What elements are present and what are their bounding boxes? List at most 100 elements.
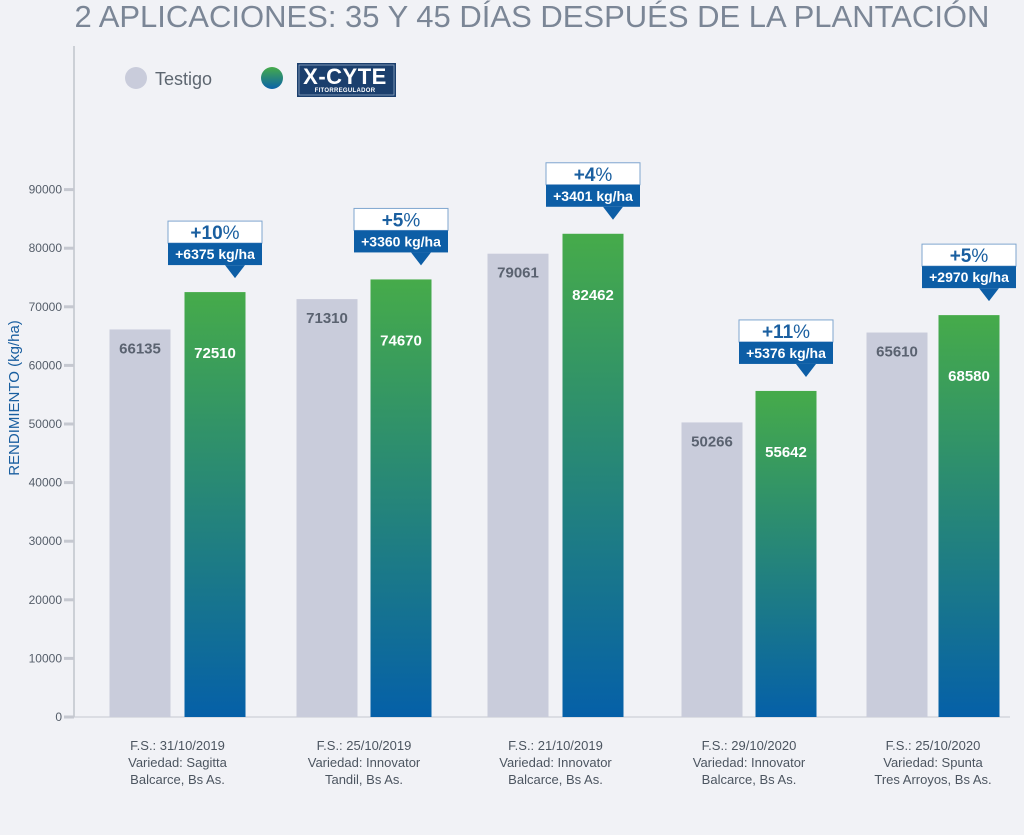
bars: 66135 72510 71310 74670 79061 82462 50266 55642… <box>109 233 1000 717</box>
y-tick-label: 80000 <box>29 241 63 255</box>
category-label-line: Balcarce, Bs As. <box>508 772 603 787</box>
callout-gain-box <box>168 243 262 266</box>
callout-percent-symbol: % <box>971 246 988 267</box>
category-labels: F.S.: 31/10/2019 Variedad: Sagitta Balcarc… <box>128 738 992 787</box>
chart-title: 2 APLICACIONES: 35 Y 45 DÍAS DESPUÉS DE … <box>75 0 990 34</box>
bar-testigo <box>296 299 358 717</box>
y-tick-mark <box>64 246 74 250</box>
callout-gain: +2970 kg/ha <box>929 269 1009 285</box>
callout-percent-value: +4 <box>574 165 596 186</box>
callout-percent: +5% <box>382 210 421 231</box>
category-label-line: Variedad: Spunta <box>883 755 983 770</box>
callout-percent: +5% <box>950 246 989 267</box>
y-tick-mark <box>64 305 74 309</box>
legend-swatch-xcyte <box>261 67 283 89</box>
y-tick-label: 20000 <box>29 593 63 607</box>
callout-gain-box <box>354 230 448 253</box>
category-label-line: Tres Arroyos, Bs As. <box>874 772 991 787</box>
value-label-xcyte: 72510 <box>194 345 236 362</box>
gain-callout: +5% +3360 kg/ha <box>353 207 449 266</box>
xcyte-logo: X-CYTE FITORREGULADOR <box>297 63 396 97</box>
callout-pointer <box>411 252 431 266</box>
bar-testigo <box>866 332 928 717</box>
value-label-testigo: 79061 <box>497 265 539 282</box>
gain-callout: +5% +2970 kg/ha <box>921 243 1017 302</box>
callout-percent-value: +11 <box>762 322 794 343</box>
y-tick-mark <box>64 422 74 426</box>
y-tick-mark <box>64 598 74 602</box>
y-tick-mark <box>64 481 74 485</box>
xcyte-logo-text: X-CYTE <box>303 64 387 89</box>
callout-percent: +10% <box>190 223 239 244</box>
value-label-testigo: 66135 <box>119 340 161 357</box>
y-axis: 0 10000 20000 30000 40000 50000 60000 70000 8000… <box>29 183 74 724</box>
gain-callout: +10% +6375 kg/ha <box>167 220 263 279</box>
category-label-line: Variedad: Sagitta <box>128 755 228 770</box>
bar-testigo <box>681 422 743 717</box>
callout-pointer <box>979 288 999 302</box>
category-label-line: F.S.: 25/10/2020 <box>886 738 981 753</box>
y-tick-mark <box>64 363 74 367</box>
category-label-line: F.S.: 25/10/2019 <box>317 738 412 753</box>
y-tick-label: 30000 <box>29 534 63 548</box>
legend-swatch-testigo <box>125 67 147 89</box>
category-label-line: Variedad: Innovator <box>693 755 806 770</box>
callout-pointer <box>603 206 623 220</box>
y-tick-label: 60000 <box>29 358 63 372</box>
legend: Testigo X-CYTE FITORREGULADOR <box>125 63 396 97</box>
value-label-testigo: 50266 <box>691 433 733 450</box>
bar-testigo <box>487 253 549 717</box>
y-tick-label: 10000 <box>29 651 63 665</box>
callout-percent: +4% <box>574 165 613 186</box>
y-tick-label: 50000 <box>29 417 63 431</box>
bar-testigo <box>109 329 171 717</box>
category-label-line: Variedad: Innovator <box>499 755 612 770</box>
category-label-line: Variedad: Innovator <box>308 755 421 770</box>
category-label-line: F.S.: 31/10/2019 <box>130 738 225 753</box>
bar-xcyte <box>562 233 624 717</box>
callout-percent: +11% <box>762 322 810 343</box>
callout-gain-box <box>922 266 1016 289</box>
bar-xcyte <box>938 315 1000 717</box>
y-tick-label: 70000 <box>29 300 63 314</box>
callout-gain: +3401 kg/ha <box>553 188 633 204</box>
callout-percent-value: +5 <box>382 210 404 231</box>
callout-percent-value: +10 <box>190 223 222 244</box>
bar-xcyte <box>755 390 817 717</box>
y-tick-mark <box>64 656 74 660</box>
category-label-line: Balcarce, Bs As. <box>702 772 797 787</box>
value-label-xcyte: 74670 <box>380 332 422 349</box>
value-label-testigo: 71310 <box>306 310 348 327</box>
callout-percent-symbol: % <box>223 223 240 244</box>
gain-callout: +4% +3401 kg/ha <box>545 162 641 220</box>
value-label-testigo: 65610 <box>876 344 918 361</box>
category-label-line: F.S.: 21/10/2019 <box>508 738 603 753</box>
callout-gain-box <box>739 341 833 364</box>
y-tick-label: 90000 <box>29 183 63 197</box>
callout-gain: +6375 kg/ha <box>175 246 255 262</box>
callout-pointer <box>225 265 245 279</box>
callout-percent-symbol: % <box>403 210 420 231</box>
bar-xcyte <box>370 279 432 717</box>
y-axis-label: RENDIMIENTO (kg/ha) <box>6 320 23 476</box>
gain-callout: +11% +5376 kg/ha <box>738 319 834 377</box>
callout-gain-box <box>546 184 640 207</box>
callout-percent-symbol: % <box>595 165 612 186</box>
y-tick-label: 40000 <box>29 476 63 490</box>
category-label-line: Balcarce, Bs As. <box>130 772 225 787</box>
callout-gain: +5376 kg/ha <box>746 345 826 361</box>
value-label-xcyte: 55642 <box>765 444 807 461</box>
y-tick-mark <box>64 539 74 543</box>
callout-pointer <box>796 363 816 377</box>
y-tick-mark <box>64 188 74 192</box>
category-label-line: Tandil, Bs As. <box>325 772 403 787</box>
callout-percent-value: +5 <box>950 246 972 267</box>
annotations: +10% +6375 kg/ha +5% +3360 kg/ha +4% +3401 kg… <box>167 162 1017 377</box>
xcyte-logo-subtext: FITORREGULADOR <box>315 88 376 94</box>
legend-label-testigo: Testigo <box>155 69 212 89</box>
bar-xcyte <box>184 292 246 717</box>
value-label-xcyte: 82462 <box>572 287 614 304</box>
value-label-xcyte: 68580 <box>948 368 990 385</box>
y-tick-mark <box>64 715 74 719</box>
